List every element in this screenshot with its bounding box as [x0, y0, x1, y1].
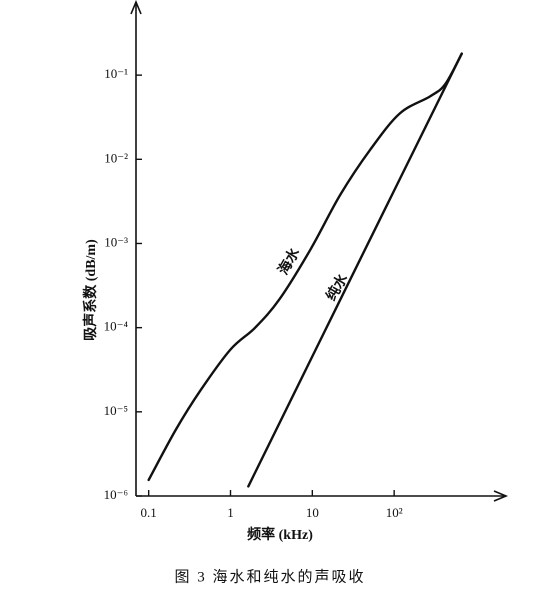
y-axis-label: 吸声系数 (dB/m) — [82, 239, 99, 341]
x-axis-label: 频率 (kHz) — [247, 526, 313, 543]
x-axis-arrow — [493, 490, 509, 502]
x-tick-label: 0.1 — [141, 505, 157, 520]
caption: 图 3 海水和纯水的声吸收 — [174, 567, 365, 585]
y-tick-label: 10⁻⁵ — [104, 403, 128, 418]
y-axis-arrow — [130, 0, 142, 15]
x-tick-label: 1 — [227, 505, 234, 520]
x-tick-label: 10² — [386, 505, 403, 520]
y-tick-label: 10⁻⁴ — [104, 319, 129, 334]
y-tick-label: 10⁻⁶ — [104, 487, 128, 502]
y-tick-label: 10⁻³ — [104, 234, 128, 249]
curve — [247, 52, 463, 488]
curve-label: 海水 — [275, 244, 304, 278]
y-tick-label: 10⁻¹ — [104, 66, 128, 81]
y-tick-label: 10⁻² — [104, 150, 128, 165]
curve — [147, 52, 463, 482]
x-tick-label: 10 — [306, 505, 319, 520]
